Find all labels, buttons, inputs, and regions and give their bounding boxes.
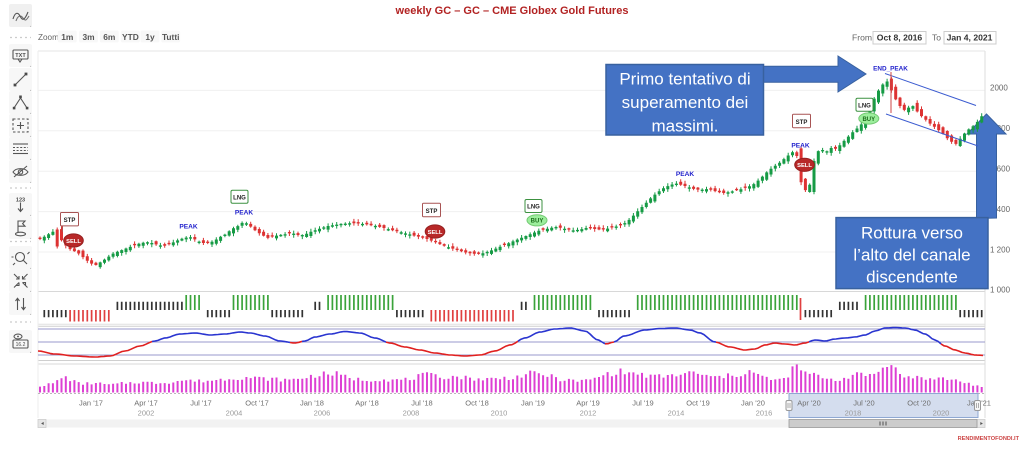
svg-text:Zoom: Zoom	[38, 33, 59, 42]
svg-text:massimi.: massimi.	[651, 117, 718, 136]
svg-text:1 000: 1 000	[990, 286, 1011, 295]
svg-text:weekly GC – GC – CME Globex Go: weekly GC – GC – CME Globex Gold Futures	[395, 5, 629, 17]
svg-text:BUY: BUY	[531, 219, 544, 225]
svg-text:SELL: SELL	[66, 239, 81, 245]
svg-text:SELL: SELL	[428, 230, 443, 236]
svg-text:Jul '17: Jul '17	[190, 399, 211, 408]
svg-text:Jan '19: Jan '19	[521, 399, 545, 408]
svg-text:YTD: YTD	[122, 32, 139, 42]
svg-text:LNG: LNG	[527, 205, 540, 211]
svg-text:2006: 2006	[314, 409, 331, 418]
svg-text:Oct '17: Oct '17	[245, 399, 269, 408]
svg-text:LNG: LNG	[233, 195, 246, 201]
svg-text:Apr '18: Apr '18	[355, 399, 379, 408]
svg-text:superamento dei: superamento dei	[622, 93, 749, 112]
svg-text:1y: 1y	[145, 32, 155, 42]
svg-text:To: To	[932, 33, 941, 43]
svg-text:STP: STP	[796, 120, 808, 126]
svg-text:1 200: 1 200	[990, 245, 1011, 254]
svg-text:6m: 6m	[103, 32, 115, 42]
svg-text:PEAK: PEAK	[676, 171, 695, 178]
svg-text:Apr '17: Apr '17	[134, 399, 158, 408]
svg-text:END_PEAK: END_PEAK	[873, 66, 908, 73]
svg-text:Jan 4, 2021: Jan 4, 2021	[947, 33, 993, 43]
svg-text:SELL: SELL	[797, 163, 812, 169]
svg-text:LNG: LNG	[858, 103, 871, 109]
svg-text:Primo tentativo di: Primo tentativo di	[619, 70, 750, 89]
svg-text:From: From	[852, 33, 872, 43]
svg-text:PEAK: PEAK	[235, 210, 254, 217]
svg-text:BUY: BUY	[862, 117, 875, 123]
svg-text:Jul '20: Jul '20	[853, 399, 874, 408]
svg-text:Jan '17: Jan '17	[79, 399, 103, 408]
svg-text:1m: 1m	[61, 32, 73, 42]
svg-text:l’alto del canale: l’alto del canale	[853, 246, 970, 265]
svg-text:Oct '19: Oct '19	[686, 399, 710, 408]
svg-text:Apr '19: Apr '19	[576, 399, 600, 408]
svg-text:1 400: 1 400	[990, 205, 1011, 214]
svg-text:2002: 2002	[138, 409, 155, 418]
svg-text:2004: 2004	[226, 409, 243, 418]
svg-text:PEAK: PEAK	[179, 224, 198, 231]
svg-text:2010: 2010	[491, 409, 508, 418]
svg-text:16.2: 16.2	[16, 342, 26, 348]
svg-text:Oct '20: Oct '20	[907, 399, 931, 408]
svg-text:Jul '18: Jul '18	[411, 399, 432, 408]
svg-text:2012: 2012	[580, 409, 597, 418]
svg-text:Apr '20: Apr '20	[797, 399, 821, 408]
svg-text:2016: 2016	[756, 409, 773, 418]
svg-text:Rottura verso: Rottura verso	[861, 224, 963, 243]
svg-text:2000: 2000	[990, 84, 1008, 93]
svg-text:RENDIMENTOFONDI.IT: RENDIMENTOFONDI.IT	[958, 436, 1020, 442]
svg-text:1 600: 1 600	[990, 165, 1011, 174]
svg-text:2020: 2020	[933, 409, 950, 418]
svg-text:Jan '18: Jan '18	[300, 399, 324, 408]
svg-text:Jul '19: Jul '19	[632, 399, 653, 408]
svg-text:Oct '18: Oct '18	[465, 399, 489, 408]
svg-text:2018: 2018	[845, 409, 862, 418]
svg-text:PEAK: PEAK	[791, 143, 810, 150]
svg-text:discendente: discendente	[866, 268, 958, 287]
svg-text:123: 123	[16, 198, 25, 204]
svg-text:Tutti: Tutti	[162, 32, 180, 42]
svg-text:STP: STP	[426, 209, 438, 215]
svg-text:2014: 2014	[668, 409, 685, 418]
svg-text:2008: 2008	[403, 409, 420, 418]
svg-text:TXT: TXT	[15, 53, 26, 59]
svg-text:STP: STP	[64, 218, 76, 224]
svg-text:Oct 8, 2016: Oct 8, 2016	[877, 33, 923, 43]
svg-text:3m: 3m	[82, 32, 94, 42]
svg-text:Jan '20: Jan '20	[741, 399, 765, 408]
